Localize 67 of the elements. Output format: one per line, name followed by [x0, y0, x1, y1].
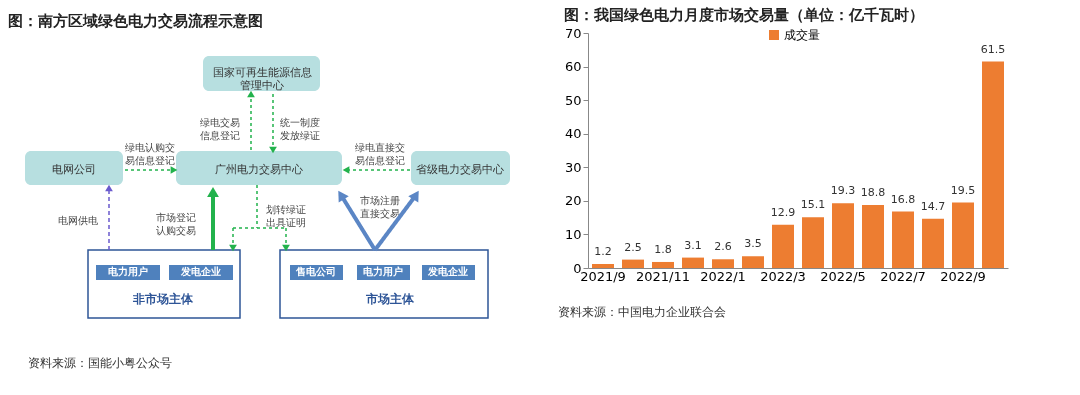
y-tick-label: 10 — [564, 226, 582, 242]
x-tick-label: 2022/9 — [940, 268, 986, 284]
y-tick-label: 40 — [564, 126, 582, 142]
text: 电网公司 — [52, 163, 96, 176]
data-label: 2.5 — [624, 240, 642, 254]
data-label: 18.8 — [860, 185, 886, 199]
text: 电力用户 — [363, 266, 403, 277]
data-label: 19.5 — [950, 183, 976, 197]
data-label: 12.9 — [770, 205, 796, 219]
data-label: 2.6 — [714, 240, 732, 254]
text: 资料来源：国能小粤公众号 — [28, 356, 172, 370]
bar — [862, 204, 884, 268]
bar — [802, 217, 824, 268]
x-tick-label: 2022/5 — [820, 268, 866, 284]
text: 绿电认购交易信息登记 — [125, 142, 175, 166]
bar — [652, 261, 674, 268]
data-label: 14.7 — [920, 199, 946, 213]
x-tick-label: 2021/9 — [580, 268, 626, 284]
text: 非市场主体 — [132, 292, 194, 306]
bar — [982, 61, 1004, 268]
text: 电网供电 — [58, 215, 98, 226]
y-tick-label: 20 — [564, 193, 582, 209]
bar — [922, 218, 944, 268]
bar — [952, 202, 974, 268]
bar — [622, 259, 644, 268]
y-tick-label: 70 — [564, 25, 582, 41]
data-label: 19.3 — [830, 184, 856, 198]
x-tick-label: 2022/1 — [700, 268, 746, 284]
text: 统一制度发放绿证 — [280, 117, 320, 141]
bar — [832, 203, 854, 268]
text: 市场注册直接交易 — [360, 195, 400, 219]
x-tick-label: 2021/11 — [635, 268, 691, 284]
bar — [772, 224, 794, 268]
text: 广州电力交易中心 — [215, 163, 303, 176]
x-tick-label: 2022/7 — [880, 268, 926, 284]
text: 划转绿证出具证明 — [266, 204, 306, 228]
text: 绿电直接交易信息登记 — [355, 142, 405, 166]
text: 图：南方区域绿色电力交易流程示意图 — [8, 12, 263, 30]
text: 绿电交易信息登记 — [200, 117, 240, 141]
text: 电力用户 — [108, 266, 148, 277]
data-label: 16.8 — [890, 192, 916, 206]
data-label: 1.2 — [594, 244, 612, 258]
data-label: 15.1 — [800, 198, 826, 212]
text: 市场主体 — [365, 292, 415, 306]
data-label: 3.5 — [744, 237, 762, 251]
text: 资料来源：中国电力企业联合会 — [558, 305, 726, 319]
bar — [892, 211, 914, 268]
y-tick-label: 60 — [564, 59, 582, 75]
bar — [682, 257, 704, 268]
bar — [712, 259, 734, 268]
y-tick-label: 30 — [564, 159, 582, 175]
y-tick-label: 0 — [573, 260, 582, 276]
data-label: 61.5 — [980, 42, 1006, 56]
chart-title: 图：我国绿色电力月度市场交易量（单位：亿千瓦时） — [564, 6, 925, 24]
text: 发电企业 — [427, 266, 468, 277]
text: 市场登记认购交易 — [156, 212, 196, 236]
data-label: 3.1 — [684, 238, 702, 252]
x-tick-label: 2022/3 — [760, 268, 806, 284]
text: 省级电力交易中心 — [416, 163, 504, 176]
bar — [592, 263, 614, 268]
y-tick-label: 50 — [564, 92, 582, 108]
text: 发电企业 — [180, 266, 221, 277]
bar — [742, 256, 764, 268]
text: 售电公司 — [295, 266, 336, 277]
data-label: 1.8 — [654, 242, 672, 256]
text: 国家可再生能源信息管理中心 — [212, 66, 312, 92]
legend-label: 成交量 — [784, 28, 820, 42]
